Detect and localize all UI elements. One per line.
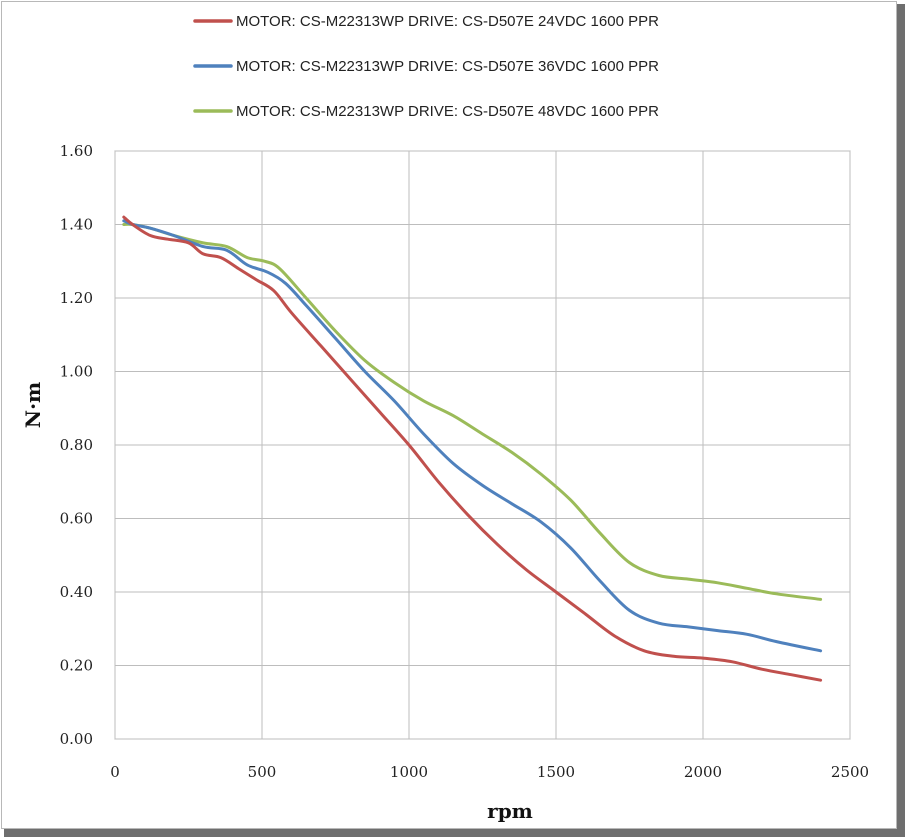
x-axis-title: rpm bbox=[487, 799, 533, 823]
series-line-48vdc bbox=[122, 222, 823, 601]
x-tick-label: 0 bbox=[110, 763, 120, 781]
y-tick-label: 1.60 bbox=[60, 142, 93, 160]
x-tick-label: 2000 bbox=[684, 763, 722, 781]
y-tick-label: 0.20 bbox=[60, 657, 93, 675]
frame-shadow-bottom bbox=[4, 829, 905, 837]
y-tick-label: 0.00 bbox=[60, 730, 93, 748]
y-tick-label: 0.80 bbox=[60, 436, 93, 454]
tick-labels: 0.00 0.20 0.40 0.60 0.80 1.00 1.20 1.40 1.60 0 500… bbox=[60, 142, 870, 781]
frame-shadow-right bbox=[897, 4, 905, 830]
x-tick-label: 500 bbox=[248, 763, 277, 781]
x-tick-label: 1000 bbox=[390, 763, 428, 781]
series-line-36vdc bbox=[122, 219, 823, 653]
y-tick-label: 1.20 bbox=[60, 289, 93, 307]
legend-label: MOTOR: CS-M22313WP DRIVE: CS-D507E 24VDC… bbox=[236, 13, 659, 30]
y-tick-label: 1.00 bbox=[60, 363, 93, 381]
y-tick-label: 1.40 bbox=[60, 216, 93, 234]
y-tick-label: 0.60 bbox=[60, 510, 93, 528]
grid bbox=[114, 150, 851, 740]
x-tick-label: 1500 bbox=[537, 763, 575, 781]
x-tick-label: 2500 bbox=[831, 763, 869, 781]
legend-label: MOTOR: CS-M22313WP DRIVE: CS-D507E 36VDC… bbox=[236, 58, 659, 75]
y-tick-label: 0.40 bbox=[60, 583, 93, 601]
legend: MOTOR: CS-M22313WP DRIVE: CS-D507E 24VDC… bbox=[193, 13, 659, 120]
series-lines bbox=[122, 215, 823, 682]
legend-label: MOTOR: CS-M22313WP DRIVE: CS-D507E 48VDC… bbox=[236, 103, 659, 120]
series-line-24vdc bbox=[122, 215, 823, 682]
y-axis-title: N·m bbox=[21, 382, 45, 428]
